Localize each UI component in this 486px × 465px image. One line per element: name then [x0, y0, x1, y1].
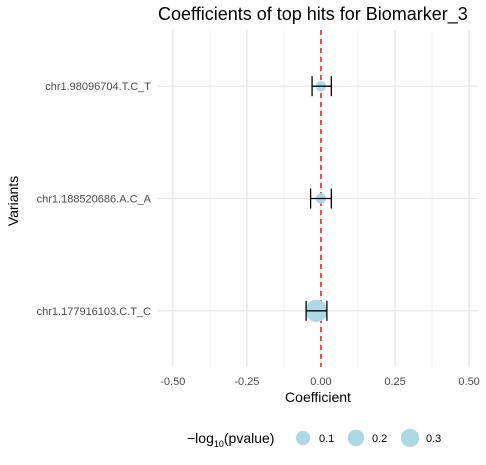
legend-title-subscript: 10 [214, 439, 224, 449]
legend-key-circle [347, 429, 365, 447]
error-bars-layer [305, 76, 332, 321]
legend-title: −log10(pvalue) [187, 430, 274, 449]
x-tick-label: -0.50 [160, 376, 185, 388]
x-tick-label: 0.25 [384, 376, 405, 388]
x-axis-title: Coefficient [285, 389, 351, 405]
x-tick-label: 0.50 [458, 376, 479, 388]
legend-key-label: 0.3 [426, 433, 441, 445]
legend-title-prefix: −log [187, 430, 214, 446]
y-tick-label: chr1.188520686.A.C_A [37, 194, 152, 206]
legend-key-circle [295, 430, 311, 446]
legend-key-label: 0.2 [372, 433, 387, 445]
y-tick-label: chr1.177916103.C.T_C [37, 306, 151, 318]
y-tick-label: chr1.98096704.T.C_T [45, 81, 151, 93]
legend-title-suffix: (pvalue) [224, 430, 275, 446]
y-tick-labels: chr1.98096704.T.C_T chr1.188520686.A.C_Ac… [37, 81, 152, 318]
x-tick-labels: -0.50 -0.25 0.00 0.25 0.50 [160, 376, 480, 388]
legend: −log10(pvalue) 0.1 0.2 0.3 [187, 428, 441, 449]
points-layer [305, 80, 328, 322]
legend-key-circle [400, 428, 420, 448]
x-tick-label: -0.25 [234, 376, 259, 388]
chart-title: Coefficients of top hits for Biomarker_3 [158, 4, 468, 25]
x-tick-label: 0.00 [310, 376, 331, 388]
legend-key-label: 0.1 [319, 433, 334, 445]
legend-keys: 0.1 0.2 0.3 [295, 428, 441, 448]
y-axis-title: Variants [5, 176, 21, 226]
